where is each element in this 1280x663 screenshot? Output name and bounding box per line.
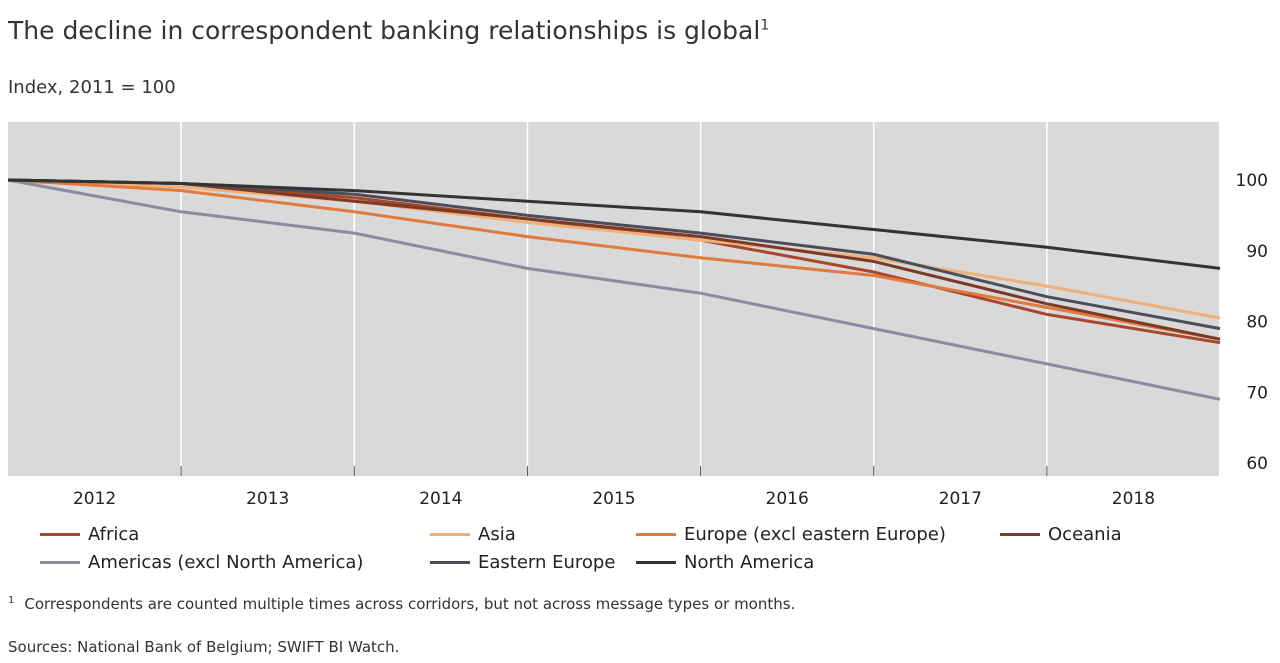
x-tick-label: 2014 bbox=[419, 489, 462, 509]
footnote-marker: 1 bbox=[8, 595, 15, 606]
legend-label: Europe (excl eastern Europe) bbox=[684, 524, 946, 545]
footnote: 1 Correspondents are counted multiple tim… bbox=[8, 595, 795, 613]
chart-legend: Africa Asia Europe (excl eastern Europe) Oc… bbox=[0, 522, 1280, 582]
title-footnote-marker: 1 bbox=[760, 17, 770, 34]
sources-note: Sources: National Bank of Belgium; SWIFT… bbox=[8, 638, 400, 656]
series-line-north-america bbox=[7, 178, 1221, 270]
y-tick-label: 70 bbox=[1246, 383, 1268, 403]
x-tick-label: 2018 bbox=[1112, 489, 1155, 509]
y-tick-label: 60 bbox=[1246, 454, 1268, 474]
legend-item: Oceania bbox=[1000, 524, 1122, 545]
chart-title-text: The decline in correspondent banking rel… bbox=[8, 16, 761, 45]
y-axis-ticks: 100 90 80 70 60 bbox=[1236, 171, 1268, 474]
footnote-text: Correspondents are counted multiple time… bbox=[24, 595, 796, 613]
legend-swatch bbox=[636, 533, 676, 536]
legend-label: Americas (excl North America) bbox=[88, 552, 364, 573]
x-tick-label: 2015 bbox=[592, 489, 635, 509]
series-line-asia bbox=[7, 178, 1221, 320]
y-tick-label: 100 bbox=[1236, 171, 1268, 191]
plot-background bbox=[8, 122, 1220, 476]
legend-item: Asia bbox=[430, 524, 516, 545]
legend-swatch bbox=[1000, 533, 1040, 536]
legend-label: Oceania bbox=[1048, 524, 1122, 545]
legend-label: Eastern Europe bbox=[478, 552, 616, 573]
legend-item: Americas (excl North America) bbox=[40, 552, 363, 573]
legend-swatch bbox=[40, 561, 80, 564]
chart-subtitle: Index, 2011 = 100 bbox=[8, 77, 176, 98]
x-tick-label: 2012 bbox=[73, 489, 116, 509]
legend-item: North America bbox=[636, 552, 814, 573]
legend-label: North America bbox=[684, 552, 815, 573]
y-tick-label: 90 bbox=[1246, 242, 1268, 262]
legend-label: Africa bbox=[88, 524, 140, 545]
y-tick-label: 80 bbox=[1246, 313, 1268, 333]
x-tick-label: 2013 bbox=[246, 489, 289, 509]
legend-swatch bbox=[636, 561, 676, 564]
chart-title: The decline in correspondent banking rel… bbox=[8, 16, 769, 45]
x-axis-ticks: 2012 2013 2014 2015 2016 2017 2018 bbox=[73, 489, 1155, 509]
legend-item: Europe (excl eastern Europe) bbox=[636, 524, 946, 545]
x-tick-label: 2016 bbox=[766, 489, 809, 509]
series-line-europe-excl-eastern-europe bbox=[7, 178, 1221, 341]
legend-item: Africa bbox=[40, 524, 139, 545]
x-tick-label: 2017 bbox=[939, 489, 982, 509]
series-line-americas-excl-north-america bbox=[7, 178, 1221, 401]
gridlines bbox=[180, 122, 1221, 476]
legend-label: Asia bbox=[478, 524, 516, 545]
legend-swatch bbox=[430, 533, 470, 536]
line-chart: 2012 2013 2014 2015 2016 2017 2018 100 90 80 70 60 bbox=[7, 122, 1268, 509]
legend-swatch bbox=[40, 533, 80, 536]
series-lines bbox=[7, 178, 1221, 401]
legend-item: Eastern Europe bbox=[430, 552, 615, 573]
legend-swatch bbox=[430, 561, 470, 564]
